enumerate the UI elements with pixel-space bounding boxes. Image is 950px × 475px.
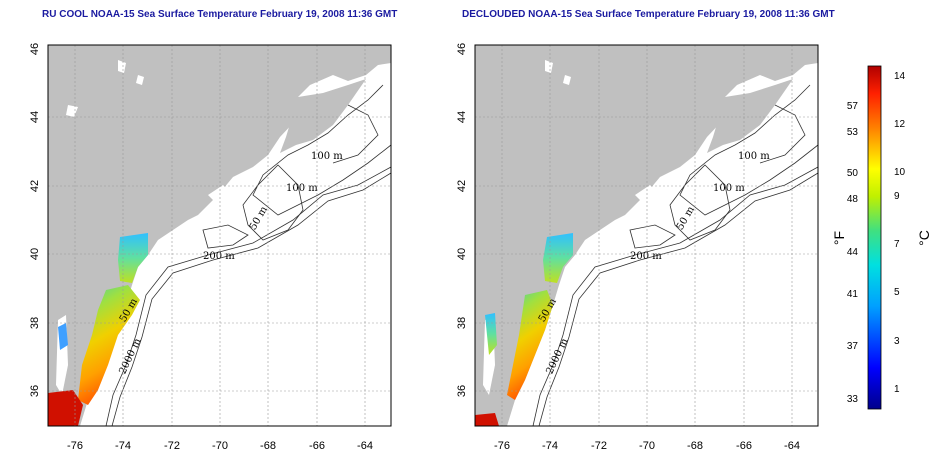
y-axis-ticks: 36 38 40 42 44 46 — [29, 43, 41, 397]
celsius-tick-label: 12 — [894, 119, 906, 130]
sst-plume-coastal — [78, 285, 140, 405]
x-axis-ticks: -76 -74 -72 -70 -68 -66 -64 — [67, 440, 373, 452]
nova-scotia — [707, 79, 793, 153]
fahrenheit-tick-label: 57 — [847, 101, 859, 112]
lake — [136, 75, 144, 85]
gridlines — [475, 45, 818, 426]
sst-cool-bay — [58, 323, 68, 350]
fahrenheit-tick-label: 44 — [847, 247, 859, 258]
map-frame — [474, 44, 819, 427]
x-tick-label: -72 — [164, 440, 180, 452]
map-frame — [47, 44, 392, 427]
x-tick-label: -68 — [687, 440, 703, 452]
bay — [605, 223, 625, 243]
y-tick-label: 40 — [29, 248, 41, 260]
gridlines — [48, 45, 391, 426]
bay — [208, 185, 233, 205]
sst-hot-south — [475, 413, 499, 426]
fahrenheit-tick-label: 50 — [847, 168, 859, 179]
temperature-colorbar: 57 53 50 48 44 41 37 33 14 12 10 9 7 5 3… — [831, 65, 932, 410]
fahrenheit-tick-label: 33 — [847, 394, 859, 405]
y-tick-label: 38 — [456, 317, 468, 329]
y-tick-label: 46 — [456, 43, 468, 55]
celsius-unit-label: °C — [916, 230, 932, 246]
contour-label: 100 m — [286, 183, 318, 194]
bay — [178, 223, 198, 243]
celsius-tick-label: 7 — [894, 239, 900, 250]
left-map-title: RU COOL NOAA-15 Sea Surface Temperature … — [42, 9, 398, 20]
y-tick-label: 42 — [456, 180, 468, 192]
sst-plume-coastal — [507, 290, 553, 400]
x-tick-label: -74 — [542, 440, 558, 452]
x-tick-label: -70 — [212, 440, 228, 452]
contour-label: 100 m — [713, 183, 745, 194]
celsius-tick-label: 3 — [894, 336, 900, 347]
colorbar-gradient — [867, 65, 882, 410]
contour-label: 100 m — [738, 151, 770, 162]
right-map-panel: 100 m 100 m 50 m 200 m 50 m 2000 m -76 -… — [456, 43, 819, 452]
land-mass — [48, 45, 391, 426]
x-tick-label: -72 — [591, 440, 607, 452]
lake — [545, 60, 553, 73]
sst-plume-bay — [485, 313, 497, 355]
y-tick-label: 46 — [29, 43, 41, 55]
y-tick-label: 42 — [29, 180, 41, 192]
x-tick-label: -64 — [357, 440, 373, 452]
x-tick-label: -68 — [260, 440, 276, 452]
sst-hot-south — [48, 390, 83, 426]
lake — [563, 75, 571, 85]
celsius-tick-label: 10 — [894, 167, 906, 178]
x-tick-label: -76 — [67, 440, 83, 452]
contour-label: 200 m — [630, 251, 662, 262]
right-map-title: DECLOUDED NOAA-15 Sea Surface Temperatur… — [462, 9, 835, 20]
left-map-panel: 100 m 100 m 50 m 200 m 50 m 2000 m -76 -… — [29, 43, 392, 452]
contour-label: 200 m — [203, 251, 235, 262]
y-tick-label: 40 — [456, 248, 468, 260]
sst-plume-north — [118, 233, 148, 283]
fahrenheit-tick-label: 48 — [847, 194, 859, 205]
fahrenheit-tick-label: 41 — [847, 289, 859, 300]
x-tick-label: -64 — [784, 440, 800, 452]
celsius-tick-label: 14 — [894, 71, 906, 82]
sst-plume-north — [543, 233, 573, 283]
land-mass — [475, 45, 818, 426]
y-tick-label: 36 — [29, 385, 41, 397]
x-tick-label: -74 — [115, 440, 131, 452]
x-tick-label: -66 — [309, 440, 325, 452]
bay — [635, 185, 660, 205]
x-tick-label: -76 — [494, 440, 510, 452]
y-tick-label: 36 — [456, 385, 468, 397]
fahrenheit-tick-label: 53 — [847, 127, 859, 138]
celsius-tick-label: 1 — [894, 384, 900, 395]
x-tick-label: -66 — [736, 440, 752, 452]
lake — [118, 60, 126, 73]
y-tick-label: 44 — [29, 111, 41, 123]
celsius-tick-label: 9 — [894, 191, 900, 202]
fahrenheit-ticks: 57 53 50 48 44 41 37 33 — [847, 101, 859, 405]
x-axis-ticks: -76 -74 -72 -70 -68 -66 -64 — [494, 440, 800, 452]
contour-label: 100 m — [311, 151, 343, 162]
depth-contours — [105, 84, 392, 427]
y-axis-ticks: 36 38 40 42 44 46 — [456, 43, 468, 397]
fahrenheit-tick-label: 37 — [847, 341, 859, 352]
celsius-ticks: 14 12 10 9 7 5 3 1 — [894, 71, 906, 395]
fahrenheit-unit-label: °F — [831, 231, 847, 245]
celsius-tick-label: 5 — [894, 287, 900, 298]
y-tick-label: 44 — [456, 111, 468, 123]
x-tick-label: -70 — [639, 440, 655, 452]
depth-contours — [532, 84, 819, 427]
y-tick-label: 38 — [29, 317, 41, 329]
nova-scotia — [280, 79, 366, 153]
